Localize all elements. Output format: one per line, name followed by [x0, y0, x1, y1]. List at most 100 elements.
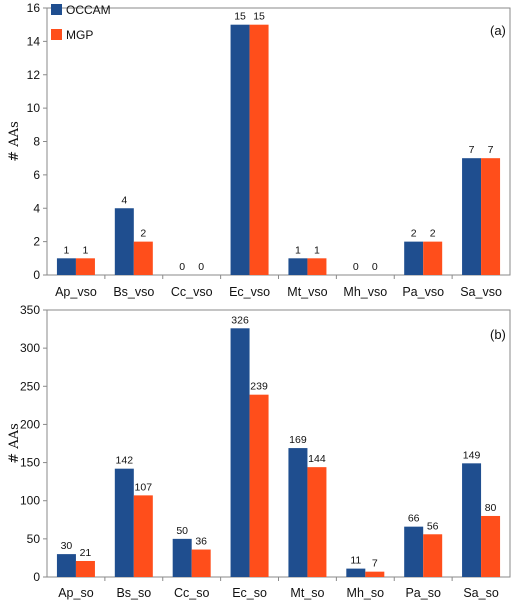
- bar-mgp-pa-so: [423, 534, 443, 577]
- bar-occam-pa-vso: [404, 241, 424, 275]
- data-label: 36: [195, 536, 207, 548]
- y-tick-label: 250: [20, 379, 40, 393]
- bar-occam-ec-vso: [230, 24, 250, 275]
- category-label: Mt_vso: [287, 285, 327, 299]
- y-tick-label: 2: [33, 235, 40, 249]
- category-label: Mt_so: [290, 586, 324, 600]
- y-tick-label: 0: [33, 570, 40, 584]
- data-label: 7: [372, 558, 378, 570]
- bar-mgp-sa-vso: [481, 158, 501, 275]
- y-tick-label: 4: [33, 201, 40, 215]
- data-label: 142: [116, 455, 134, 467]
- y-tick-label: 150: [20, 456, 40, 470]
- category-label: Ec_so: [232, 586, 267, 600]
- y-tick-label: 100: [20, 494, 40, 508]
- y-tick-label: 350: [20, 303, 40, 317]
- data-label: 80: [485, 502, 497, 514]
- data-label: 15: [234, 11, 246, 23]
- y-tick-label: 12: [27, 68, 41, 82]
- data-label: 0: [179, 261, 185, 273]
- bar-occam-bs-so: [114, 468, 134, 577]
- data-label: 66: [408, 513, 420, 525]
- category-label: Cc_so: [174, 586, 209, 600]
- category-label: Pa_so: [405, 586, 440, 600]
- y-tick-label: 200: [20, 417, 40, 431]
- category-label: Mh_so: [347, 586, 385, 600]
- legend: OCCAM MGP: [51, 3, 111, 42]
- y-tick-label: 16: [27, 1, 41, 15]
- bar-mgp-bs-vso: [133, 241, 153, 275]
- bar-mgp-mh-so: [365, 571, 385, 577]
- bar-occam-pa-so: [404, 526, 424, 577]
- data-label: 0: [198, 261, 204, 273]
- panel-label: (a): [490, 23, 506, 38]
- y-axis-label: # AAs: [7, 423, 22, 463]
- category-label: Ap_so: [58, 586, 93, 600]
- legend-label-mgp: MGP: [66, 28, 93, 42]
- data-label: 169: [289, 434, 307, 446]
- bar-occam-ec-so: [230, 328, 250, 577]
- bar-mgp-mt-vso: [307, 258, 327, 275]
- data-label: 7: [488, 144, 494, 156]
- bar-occam-cc-so: [172, 538, 192, 577]
- y-tick-label: 0: [33, 268, 40, 282]
- y-tick-label: 300: [20, 341, 40, 355]
- y-axis-label: # AAs: [7, 121, 22, 161]
- data-label: 144: [308, 453, 326, 465]
- data-label: 107: [135, 481, 153, 493]
- bar-occam-mh-so: [346, 568, 366, 577]
- bar-mgp-mt-so: [307, 467, 327, 577]
- bar-occam-ap-vso: [56, 258, 76, 275]
- bar-mgp-ap-vso: [75, 258, 95, 275]
- y-tick-label: 50: [27, 532, 41, 546]
- panel-b-chart: 0 50 100 150 200 250 300 350 # AAs (b) 30 21 Ap_so 14…: [7, 303, 511, 600]
- data-label: 2: [411, 228, 417, 240]
- data-label: 7: [469, 144, 475, 156]
- data-label: 1: [83, 244, 89, 256]
- data-label: 11: [350, 555, 361, 567]
- legend-label-occam: OCCAM: [66, 3, 111, 17]
- y-tick-label: 14: [27, 34, 41, 48]
- bar-mgp-ap-so: [75, 560, 95, 577]
- bar-mgp-ec-vso: [249, 24, 269, 275]
- data-label: 4: [121, 194, 127, 206]
- bar-occam-sa-vso: [462, 158, 482, 275]
- data-label: 2: [430, 228, 436, 240]
- panel-label: (b): [490, 327, 506, 342]
- bar-mgp-ec-so: [249, 394, 269, 577]
- data-label: 1: [295, 244, 301, 256]
- data-label: 149: [463, 449, 481, 461]
- category-label: Ec_vso: [229, 285, 270, 299]
- category-label: Sa_so: [463, 586, 498, 600]
- data-label: 30: [61, 540, 73, 552]
- bar-occam-mt-so: [288, 448, 308, 577]
- legend-swatch-mgp: [51, 29, 62, 40]
- bar-mgp-cc-so: [191, 549, 211, 577]
- data-label: 1: [314, 244, 320, 256]
- bar-mgp-bs-so: [133, 495, 153, 577]
- bar-occam-mt-vso: [288, 258, 308, 275]
- data-label: 1: [64, 244, 70, 256]
- data-label: 326: [231, 314, 249, 326]
- bar-mgp-pa-vso: [423, 241, 443, 275]
- data-label: 0: [372, 261, 378, 273]
- y-tick-label: 6: [33, 168, 40, 182]
- category-label: Bs_vso: [113, 285, 154, 299]
- data-label: 56: [427, 520, 439, 532]
- bar-occam-sa-so: [462, 463, 482, 577]
- bar-occam-bs-vso: [114, 208, 134, 275]
- data-label: 21: [80, 547, 92, 559]
- data-label: 15: [253, 11, 265, 23]
- category-label: Pa_vso: [402, 285, 444, 299]
- category-label: Mh_vso: [343, 285, 387, 299]
- bar-occam-ap-so: [56, 554, 76, 577]
- data-label: 2: [140, 228, 146, 240]
- bar-mgp-sa-so: [481, 515, 501, 577]
- category-label: Bs_so: [116, 586, 151, 600]
- y-tick-label: 8: [33, 135, 40, 149]
- category-label: Ap_vso: [55, 285, 97, 299]
- data-label: 239: [250, 381, 268, 393]
- legend-swatch-occam: [51, 4, 62, 15]
